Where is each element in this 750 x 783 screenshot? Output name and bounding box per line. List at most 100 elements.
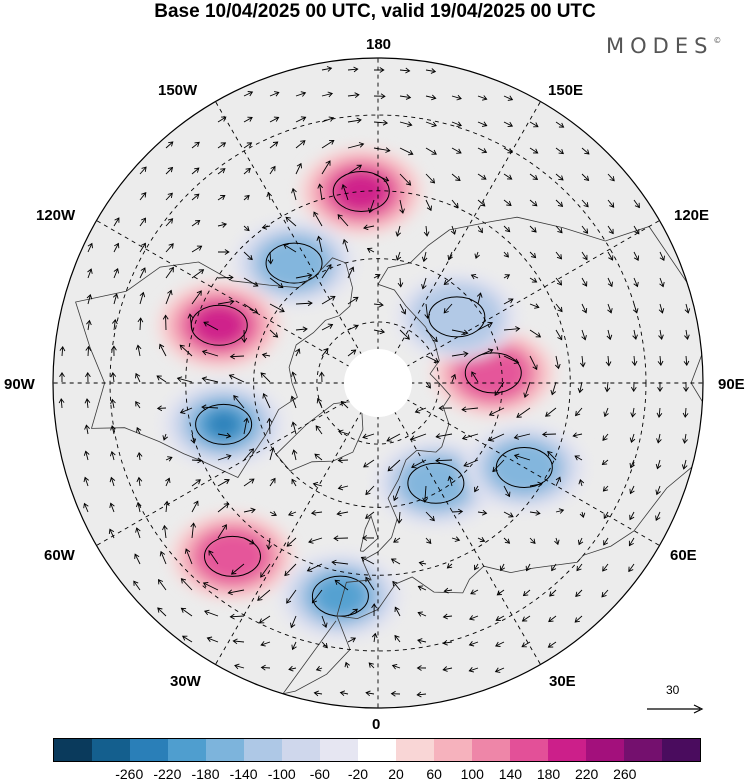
wind-arrow bbox=[315, 665, 323, 672]
wind-arrow-head bbox=[136, 427, 142, 433]
wind-arrow-head bbox=[365, 576, 371, 583]
wind-arrow-shaft bbox=[581, 511, 584, 518]
wind-arrow-head bbox=[405, 94, 412, 100]
anomaly-contour bbox=[203, 535, 261, 577]
wind-arrow-shaft bbox=[477, 95, 487, 100]
wind-arrow bbox=[291, 478, 297, 487]
wind-arrow-head bbox=[431, 149, 437, 155]
wind-arrow-shaft bbox=[529, 355, 538, 370]
wind-arrow-shaft bbox=[291, 479, 297, 487]
wind-arrow-head bbox=[574, 617, 580, 623]
wind-arrow-head bbox=[340, 400, 346, 407]
wind-arrow bbox=[365, 690, 375, 697]
wind-arrow bbox=[139, 217, 146, 227]
wind-arrow bbox=[136, 476, 143, 487]
wind-arrow-head bbox=[87, 268, 93, 274]
wind-arrow bbox=[361, 535, 375, 541]
wind-arrow-shaft bbox=[657, 459, 661, 469]
wind-arrow-shaft bbox=[542, 433, 557, 435]
wind-arrow-head bbox=[327, 323, 334, 329]
wind-arrow-head bbox=[291, 371, 297, 377]
wind-arrow-head bbox=[291, 478, 297, 485]
wind-arrow bbox=[110, 425, 116, 435]
wind-arrow-shaft bbox=[399, 173, 411, 186]
wind-arrow-shaft bbox=[182, 635, 193, 643]
wind-arrow-head bbox=[481, 148, 488, 154]
wind-arrow bbox=[338, 429, 349, 436]
colorbar-tick-labels: -260 -220 -180 -140 -100 -60 -20 20 60 100 140 180 2… bbox=[0, 766, 750, 782]
wind-arrow-head bbox=[634, 229, 640, 235]
wind-arrow-shaft bbox=[451, 374, 456, 383]
wind-arrow-shaft bbox=[268, 418, 271, 435]
wind-arrow-shaft bbox=[656, 485, 661, 495]
wind-arrow bbox=[488, 407, 505, 416]
wind-arrow-head bbox=[110, 425, 116, 431]
wind-arrow-shaft bbox=[451, 353, 468, 357]
wind-arrow-shaft bbox=[243, 195, 250, 201]
wind-arrow-head bbox=[221, 524, 227, 530]
wind-arrow bbox=[603, 537, 609, 546]
wind-arrow-head bbox=[133, 580, 139, 586]
colorbar-segment bbox=[586, 739, 624, 761]
wind-arrow bbox=[555, 199, 564, 207]
wind-arrow-head bbox=[208, 550, 214, 556]
wind-arrow bbox=[266, 537, 272, 550]
wind-arrow bbox=[360, 556, 375, 565]
anomaly-iberia-negative bbox=[314, 576, 367, 617]
wind-arrow-shaft bbox=[191, 220, 200, 227]
wind-arrow-shaft bbox=[555, 329, 563, 340]
wind-arrow-shaft bbox=[61, 346, 64, 357]
wind-arrow bbox=[399, 67, 411, 74]
wind-arrow-head bbox=[358, 142, 365, 148]
wind-arrow-shaft bbox=[243, 142, 252, 149]
wind-arrow-head bbox=[349, 266, 355, 272]
wind-arrow-head bbox=[605, 361, 612, 367]
wind-arrow-head bbox=[365, 513, 371, 519]
wind-arrow-shaft bbox=[347, 637, 356, 643]
wind-arrow bbox=[390, 558, 401, 565]
wind-arrow-head bbox=[296, 162, 302, 169]
wind-arrow-shaft bbox=[291, 396, 297, 409]
wind-arrow-head bbox=[241, 337, 248, 343]
wind-arrow-head bbox=[442, 666, 448, 672]
wind-arrow bbox=[581, 303, 588, 314]
wind-arrow-head bbox=[141, 192, 147, 198]
wind-arrow bbox=[682, 433, 688, 444]
wind-arrow-shaft bbox=[602, 433, 609, 441]
wind-arrow-shaft bbox=[290, 615, 297, 628]
wind-arrow bbox=[135, 344, 142, 357]
wind-arrow-head bbox=[608, 255, 614, 261]
wind-arrow bbox=[373, 119, 389, 126]
colorbar-tick-label: 260 bbox=[613, 766, 637, 782]
wind-arrow-shaft bbox=[443, 277, 453, 285]
wind-arrow-head bbox=[135, 344, 142, 350]
wind-arrow-shaft bbox=[424, 485, 427, 502]
wind-arrow bbox=[217, 195, 226, 201]
wind-arrow-shaft bbox=[659, 329, 663, 340]
wind-arrow-shaft bbox=[447, 563, 453, 569]
wind-arrow-shaft bbox=[573, 433, 583, 437]
wind-arrow-head bbox=[407, 121, 413, 128]
wind-arrow-head bbox=[110, 398, 116, 405]
wind-arrow-shaft bbox=[181, 578, 193, 591]
wind-arrow bbox=[548, 615, 557, 623]
lon-label-120e: 120E bbox=[674, 207, 710, 224]
wind-arrow bbox=[365, 511, 375, 519]
wind-arrow-shaft bbox=[451, 329, 468, 334]
wind-arrow bbox=[550, 381, 557, 396]
wind-arrow bbox=[134, 553, 141, 565]
wind-arrow-shaft bbox=[529, 121, 539, 128]
wind-arrow-head bbox=[365, 489, 371, 496]
wind-arrow-head bbox=[394, 634, 400, 641]
wind-arrow-shaft bbox=[343, 239, 349, 253]
wind-arrow-head bbox=[203, 321, 209, 327]
wind-arrow bbox=[341, 184, 349, 201]
wind-arrow-head bbox=[515, 326, 521, 332]
wind-arrow-shaft bbox=[603, 537, 609, 546]
wind-arrow-head bbox=[488, 410, 495, 416]
colorbar-segment bbox=[320, 739, 358, 761]
wind-arrow-head bbox=[531, 277, 538, 283]
wind-arrow-head bbox=[322, 622, 328, 628]
wind-arrow-head bbox=[606, 334, 613, 341]
wind-arrow-head bbox=[532, 174, 539, 181]
